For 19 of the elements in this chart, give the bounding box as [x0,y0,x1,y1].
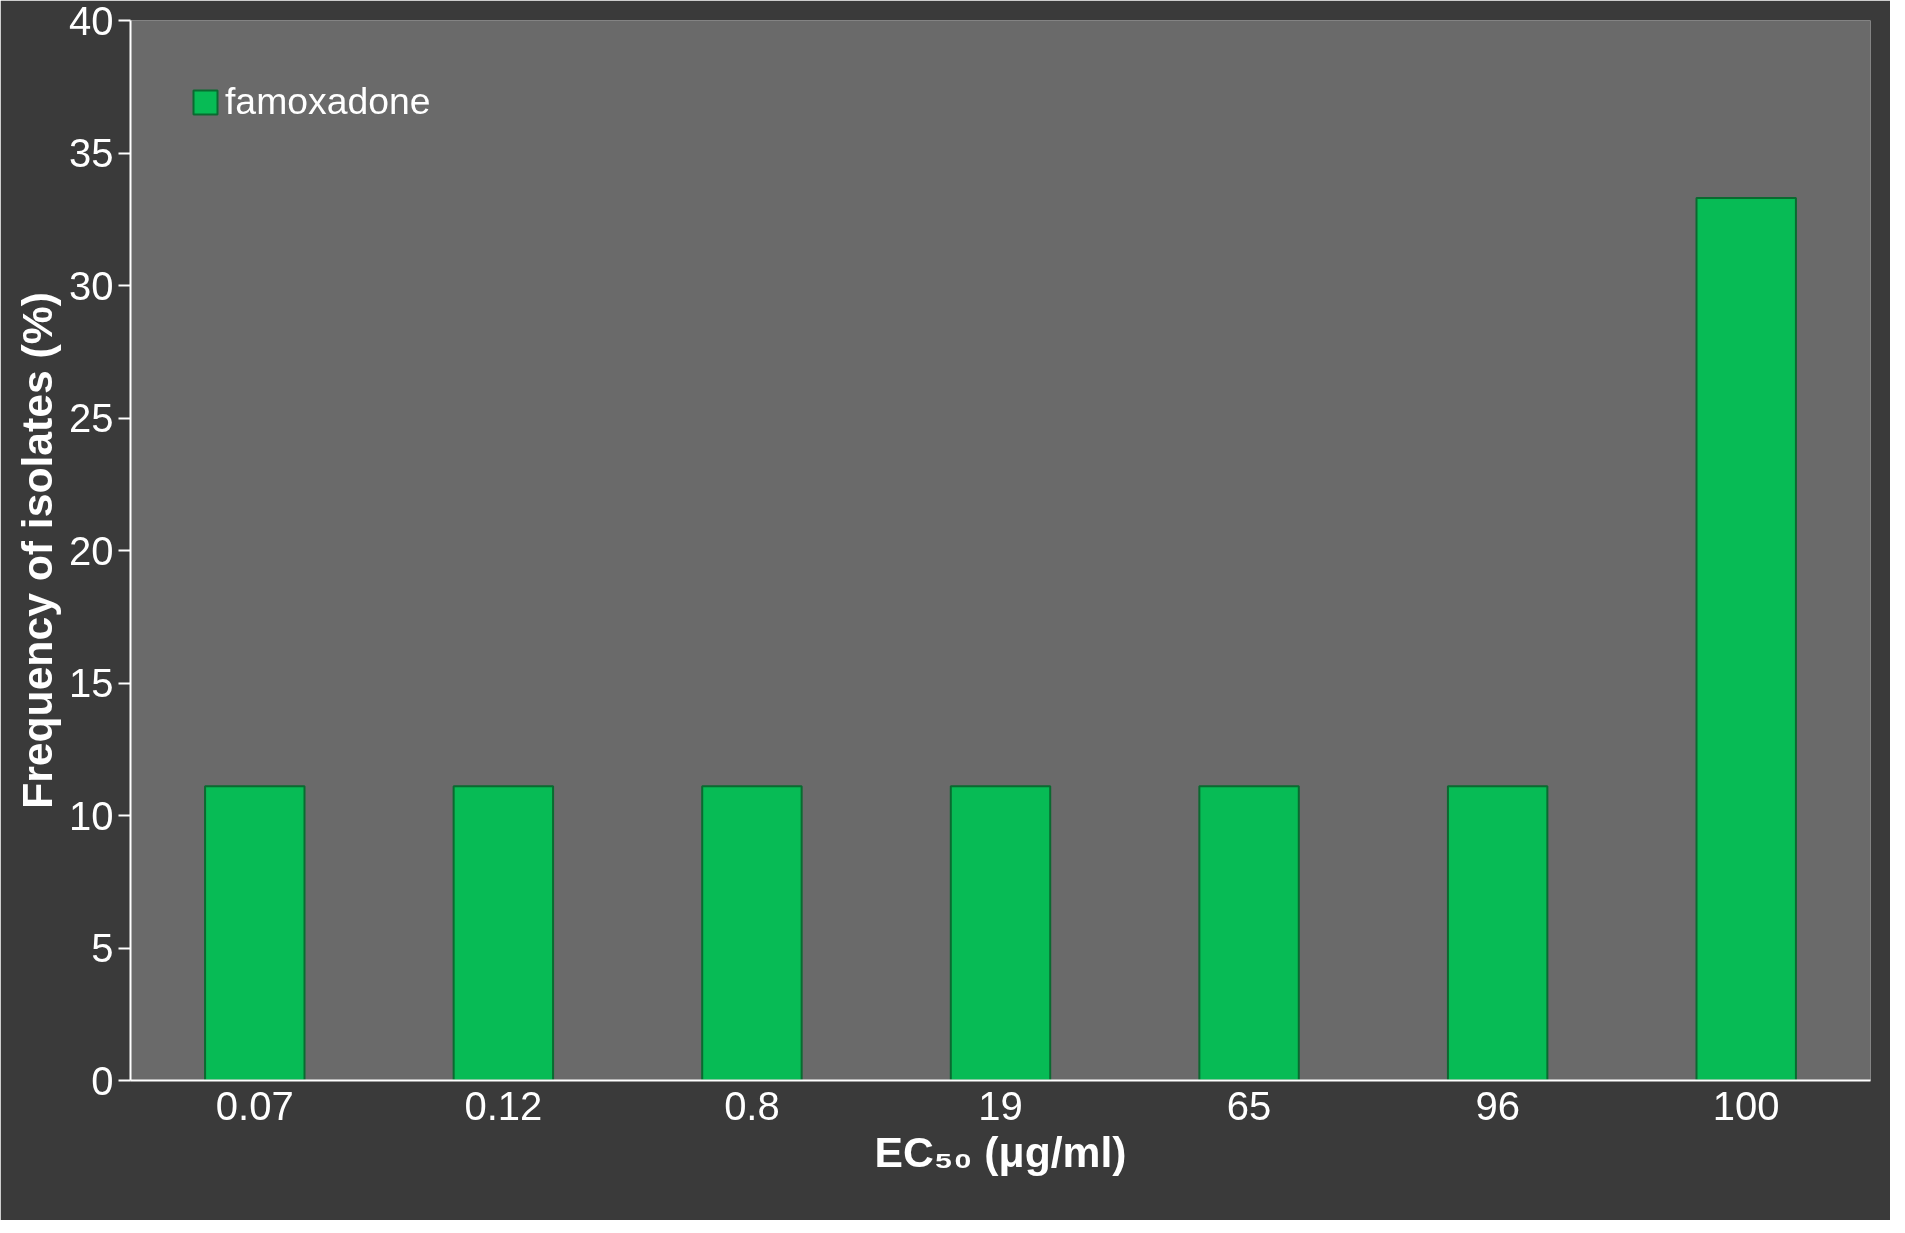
y-tick-label: 15 [69,661,114,705]
y-axis-title: Frequency of isolates (%) [13,292,62,809]
x-tick-label: 0.12 [464,1083,543,1128]
y-tick-label: 0 [91,1058,114,1103]
x-tick-label: 100 [1712,1083,1780,1128]
x-tick-label: 19 [978,1083,1023,1128]
y-tick-label: 35 [69,131,114,175]
y-tick-label: 25 [69,396,114,440]
y-tick-label: 40 [69,0,114,43]
y-tick-label: 5 [91,926,114,970]
x-axis-title: EC₅₀ (μg/ml) [874,1127,1127,1176]
x-tick-label: 96 [1475,1083,1520,1128]
x-tick-label: 0.8 [724,1083,780,1128]
x-tick-label: 0.07 [215,1083,294,1128]
x-tick-label: 65 [1226,1083,1272,1128]
y-tick-label: 10 [69,793,114,838]
y-tick-label: 30 [69,263,114,308]
legend-label: famoxadone [225,80,431,123]
y-tick-label: 20 [69,528,114,573]
